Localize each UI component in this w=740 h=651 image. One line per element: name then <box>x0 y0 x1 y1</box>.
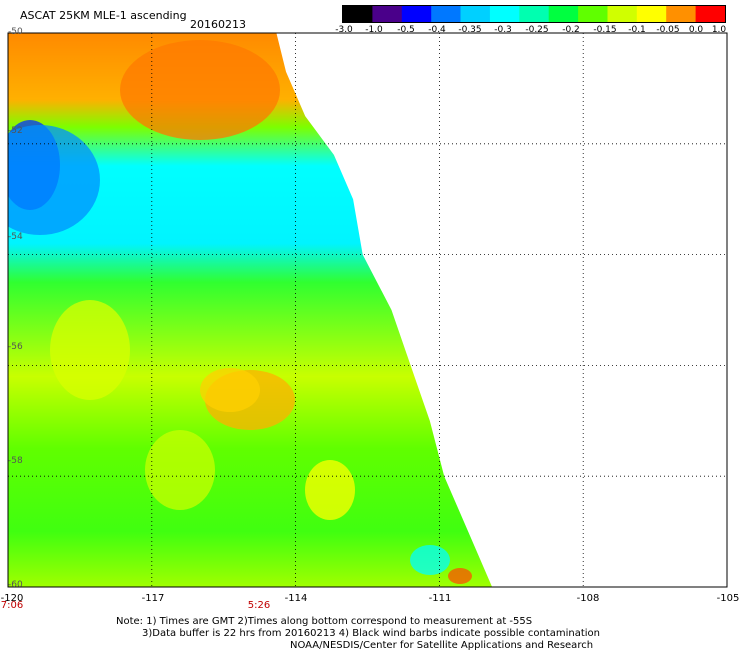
lat-label: -52 <box>8 126 23 136</box>
footnote-line: Note: 1) Times are GMT 2)Times along bot… <box>116 616 533 627</box>
wind-anomaly-patch <box>200 368 260 412</box>
colorbar-swatch <box>343 6 373 22</box>
map-frame <box>7 32 728 588</box>
lon-label: -114 <box>284 593 308 604</box>
swath-features <box>8 40 472 584</box>
product-date: 20160213 <box>190 18 246 31</box>
cb-label: -0.5 <box>397 25 415 35</box>
lat-label: -56 <box>8 342 23 352</box>
lon-label: -117 <box>141 593 165 604</box>
cb-label: -0.15 <box>593 25 617 35</box>
cb-label: -3.0 <box>335 25 353 35</box>
footnote-line: NOAA/NESDIS/Center for Satellite Applica… <box>290 640 594 651</box>
lon-label: -111 <box>428 593 452 604</box>
scatterometer-swath <box>8 33 493 587</box>
colorbar <box>342 5 726 23</box>
lon-label: -105 <box>716 593 740 604</box>
colorbar-swatch <box>431 6 462 22</box>
colorbar-swatch <box>372 6 403 22</box>
wind-anomaly-patch <box>305 460 355 520</box>
cb-label: 1.0 <box>711 25 727 35</box>
colorbar-swatch <box>578 6 609 22</box>
cb-label: -0.05 <box>656 25 680 35</box>
lon-label: -108 <box>576 593 600 604</box>
lat-label: -58 <box>8 456 23 466</box>
colorbar-swatch <box>666 6 697 22</box>
colorbar-swatch <box>519 6 550 22</box>
lat-label: -50 <box>8 27 23 37</box>
lon-label: -120 <box>0 593 24 604</box>
lat-label: -60 <box>8 580 23 590</box>
cb-label: -0.3 <box>494 25 512 35</box>
colorbar-swatch <box>548 6 579 22</box>
wind-anomaly-patch <box>145 430 215 510</box>
cb-label: -0.25 <box>525 25 549 35</box>
wind-anomaly-patch <box>120 40 280 140</box>
cb-label: -0.1 <box>628 25 646 35</box>
footnote-line: 3)Data buffer is 22 hrs from 20160213 4)… <box>142 628 600 639</box>
wind-anomaly-patch <box>410 545 450 575</box>
wind-anomaly-patch <box>8 125 100 235</box>
cb-label: 0.0 <box>688 25 704 35</box>
cb-label: -1.0 <box>365 25 383 35</box>
colorbar-swatch <box>489 6 520 22</box>
colorbar-swatch <box>695 6 725 22</box>
colorbar-swatch <box>401 6 432 22</box>
cb-label: -0.2 <box>562 25 580 35</box>
colorbar-swatch <box>460 6 491 22</box>
product-title: ASCAT 25KM MLE-1 ascending <box>20 9 187 22</box>
colorbar-swatch <box>636 6 667 22</box>
time-label: 5:26 <box>247 600 271 611</box>
time-label: 7:06 <box>0 600 24 611</box>
colorbar-swatch <box>607 6 638 22</box>
cb-label: -0.35 <box>458 25 482 35</box>
lat-label: -54 <box>8 232 23 242</box>
wind-anomaly-patch <box>448 568 472 584</box>
wind-anomaly-patch <box>50 300 130 400</box>
wind-map <box>7 32 728 588</box>
cb-label: -0.4 <box>428 25 446 35</box>
